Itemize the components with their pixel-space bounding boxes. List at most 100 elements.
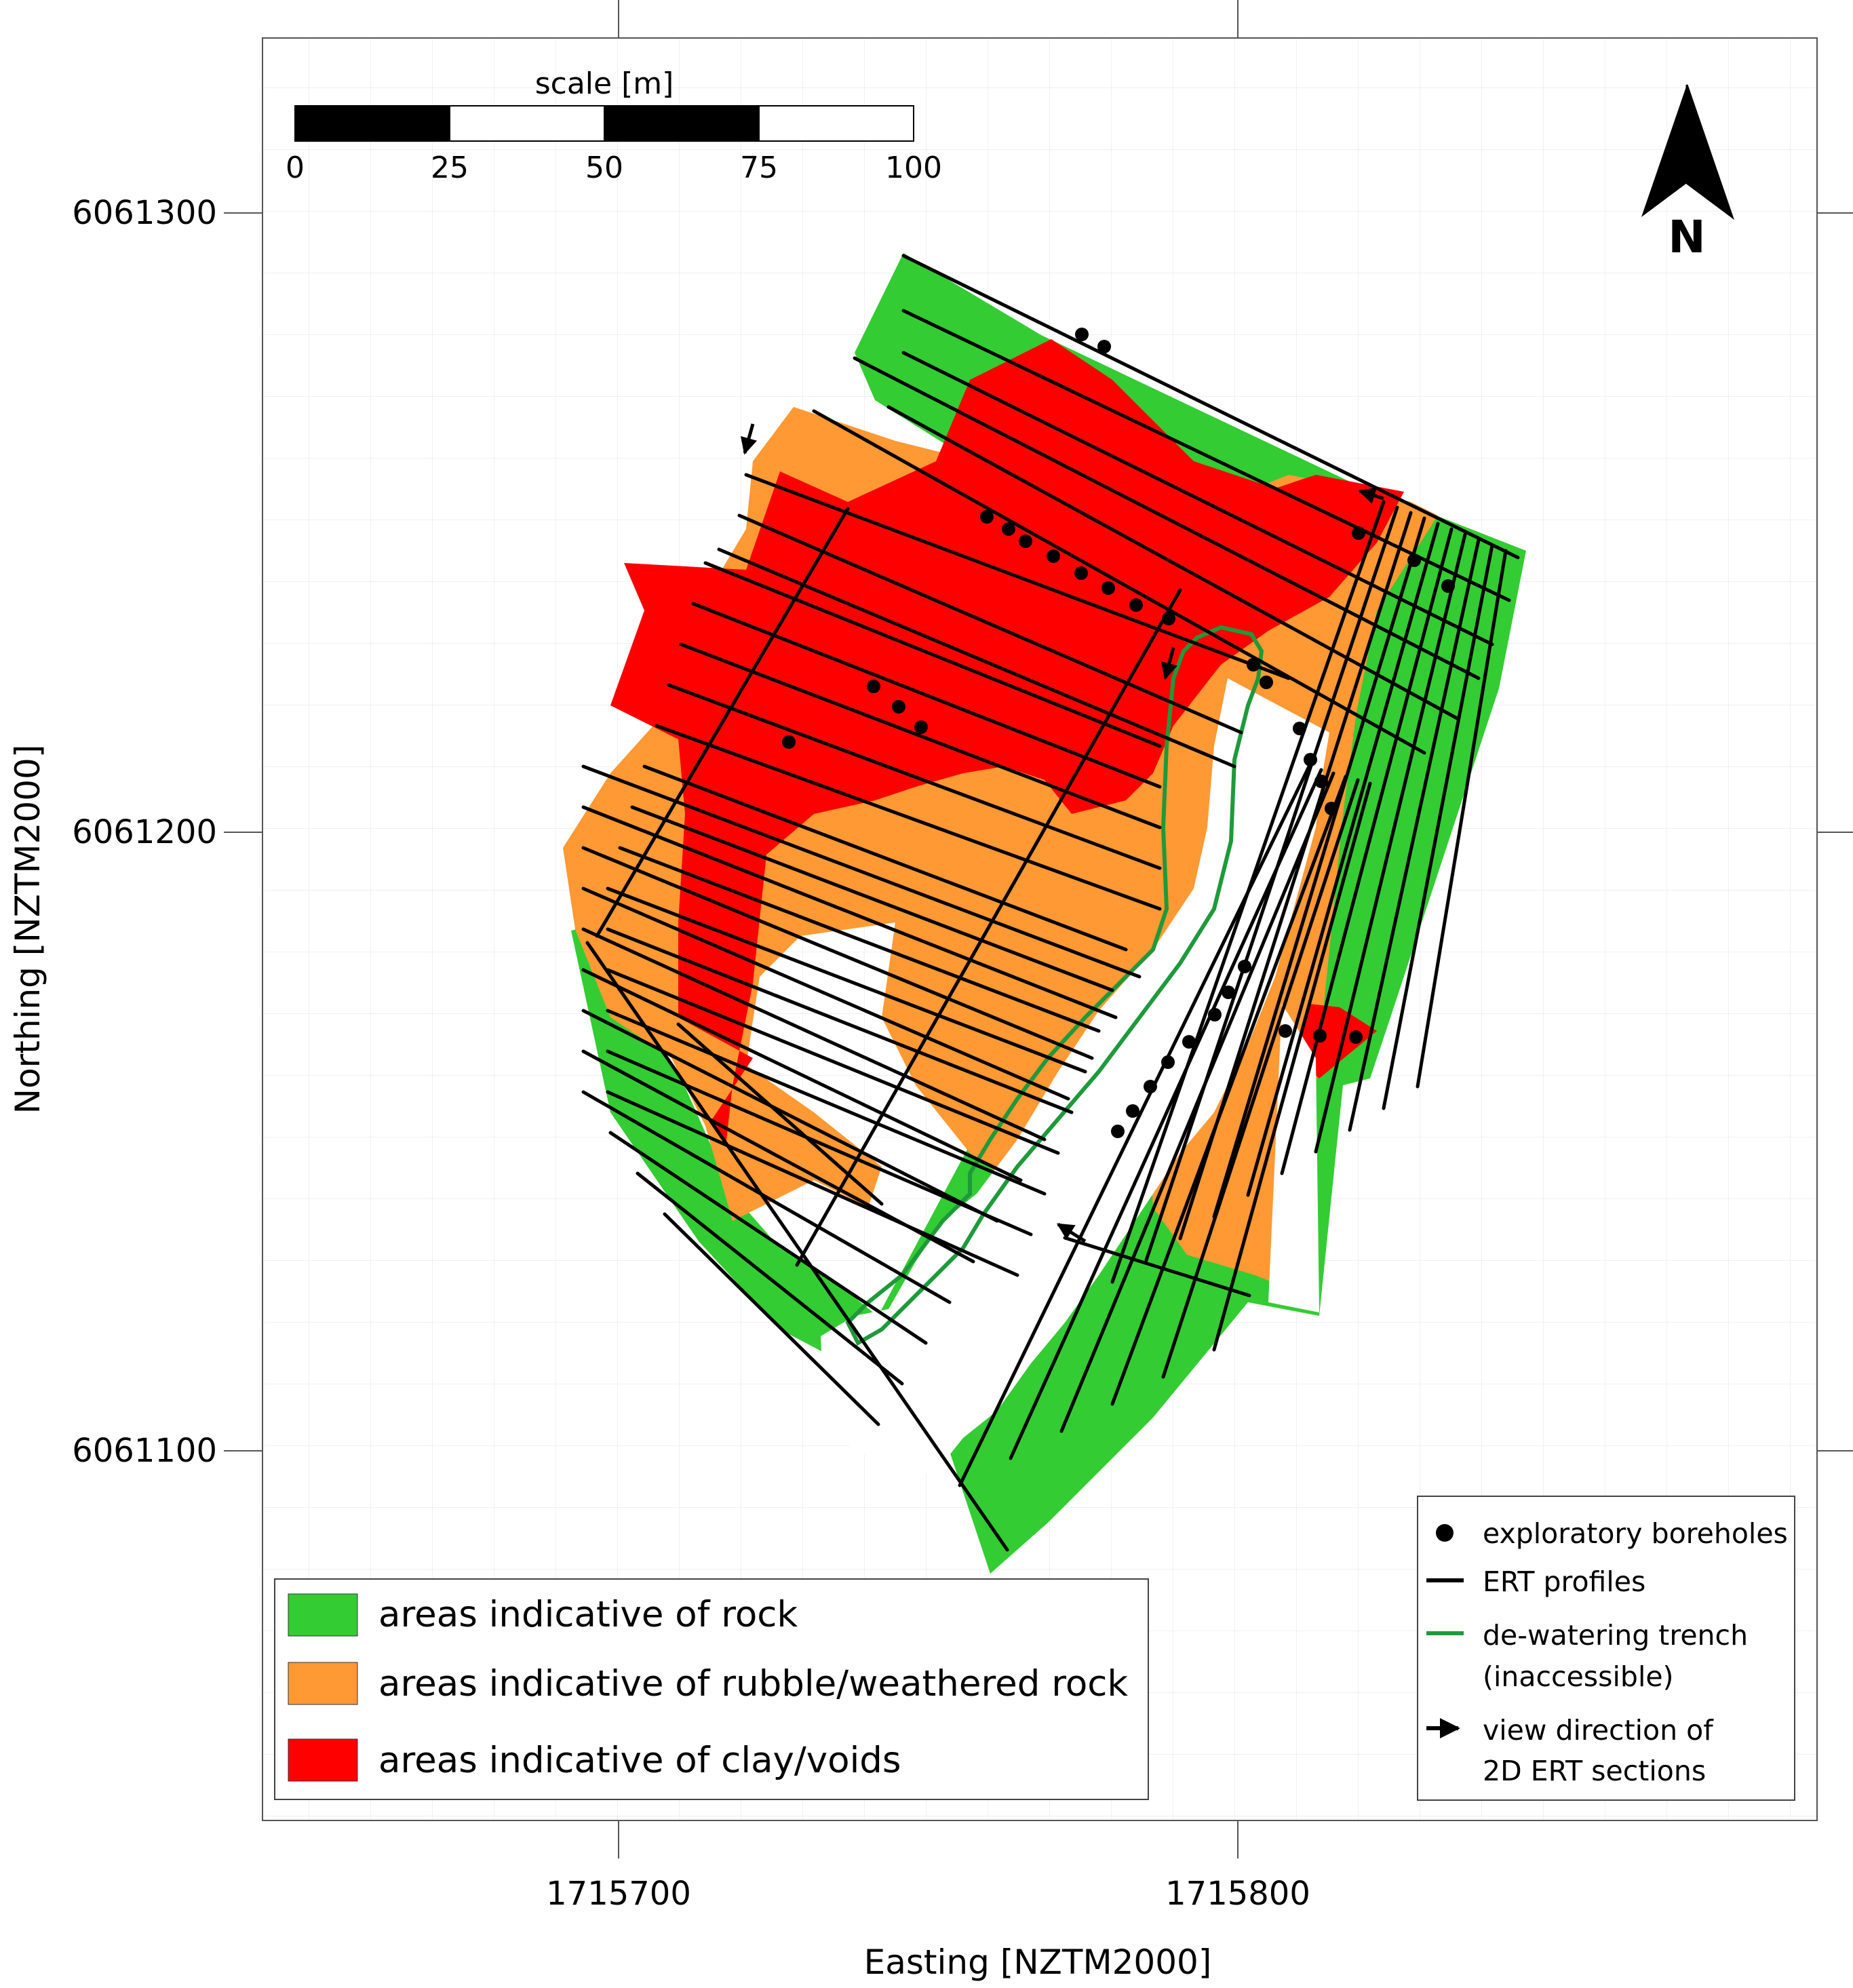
ert-profile-line (901, 309, 1511, 602)
scale-tick-label: 25 (431, 151, 469, 185)
ert-profile-line (581, 1049, 975, 1264)
borehole-marker (1247, 658, 1260, 671)
borehole-marker (980, 510, 994, 524)
borehole-marker (1047, 549, 1060, 563)
legend-swatch-rock (288, 1593, 358, 1637)
x-axis-title: Easting [NZTM2000] (864, 1943, 1212, 1982)
ert-profile-line (606, 1009, 1047, 1196)
ert-profile-line (1212, 516, 1426, 1219)
borehole-marker (1222, 986, 1235, 999)
view-arrow (1160, 647, 1177, 680)
ert-profile-line (581, 886, 1070, 1101)
ert-profile-line (1063, 1236, 1251, 1298)
y-tick-label: 6061200 (72, 813, 217, 851)
borehole-marker (1182, 1035, 1196, 1049)
legend-label-view-2: 2D ERT sections (1483, 1755, 1706, 1787)
scale-tick-label: 50 (585, 151, 623, 185)
borehole-marker (1111, 1125, 1125, 1138)
ert-profile-line (1009, 768, 1323, 1460)
ert-profile-line (667, 683, 1162, 870)
ert-profile-line (585, 941, 1009, 1552)
borehole-marker (1304, 753, 1317, 766)
ert-profile-line (958, 764, 1311, 1487)
ert-profile-line (581, 927, 1047, 1142)
view-arrow (1358, 487, 1384, 504)
borehole-marker (1101, 581, 1115, 595)
ert-profile-line (1212, 781, 1372, 1352)
borehole-marker (1074, 566, 1088, 580)
y-tick-label: 6061100 (72, 1432, 217, 1470)
borehole-marker (1162, 612, 1175, 625)
scale-title: scale [m] (535, 66, 674, 101)
symbol-legend: exploratory boreholes ERT profiles de-wa… (1417, 1496, 1795, 1801)
legend-label-trench-note: (inaccessible) (1483, 1660, 1674, 1693)
borehole-marker (1349, 1030, 1363, 1044)
axis-tick-labels: 1715700 1715800 6061300 6061200 6061100 (72, 194, 1310, 1913)
zone-legend: areas indicative of rock areas indicativ… (274, 1578, 1149, 1800)
borehole-marker (1097, 340, 1111, 353)
symbol-legend-box (1417, 1496, 1795, 1801)
ert-profile-line (581, 846, 1094, 1060)
scale-segment (449, 105, 605, 142)
ert-profile-line (901, 351, 1494, 646)
ert-profile-line (1059, 771, 1335, 1433)
ert-profile-line (795, 588, 1182, 1267)
borehole-marker (1313, 1029, 1327, 1042)
ert-profile-line (642, 764, 1128, 952)
ert-profile-line (581, 1090, 952, 1304)
ert-profile-line (606, 886, 1087, 1074)
scale-tick-label: 100 (885, 151, 942, 185)
ert-profile-line (663, 1212, 880, 1426)
legend-swatch-rubble (288, 1662, 358, 1705)
scale-tick-label: 0 (286, 151, 305, 185)
x-tick-label: 1715800 (1165, 1875, 1310, 1913)
axis-ticks (224, 0, 1853, 1858)
borehole-marker (914, 720, 928, 734)
ert-profile-line (717, 547, 1236, 768)
ert-profiles (581, 254, 1520, 1552)
borehole-marker (1279, 1024, 1292, 1038)
legend-label-rubble: areas indicative of rubble/weathered roc… (378, 1663, 1128, 1704)
ert-profile-line (1416, 549, 1508, 1089)
ert-profile-line (1110, 775, 1348, 1406)
legend-label-clay: areas indicative of clay/voids (378, 1740, 901, 1781)
ert-profile-line (581, 968, 1023, 1182)
ert-profile-line (655, 724, 1162, 911)
ert-profile-line (606, 927, 1074, 1114)
borehole-marker (1325, 802, 1338, 815)
borehole-marker (1441, 579, 1455, 593)
ert-profile-line (636, 1171, 904, 1386)
scale-segment (294, 105, 450, 142)
scale-segment (604, 105, 760, 142)
ert-profile-line (1382, 543, 1494, 1110)
ert-profile-line (618, 846, 1101, 1033)
ert-profile-line (1246, 522, 1440, 1197)
borehole-marker (1019, 534, 1032, 548)
borehole-marker (782, 735, 796, 749)
ert-profile-line (812, 409, 1426, 755)
legend-label-trench: de-watering trench (1483, 1619, 1748, 1652)
x-tick-label: 1715700 (546, 1875, 691, 1913)
ert-profile-line (1348, 538, 1481, 1132)
ert-profile-line (1144, 505, 1399, 1262)
ert-profile-line (581, 805, 1118, 1019)
ert-profile-line (606, 968, 1060, 1155)
borehole-marker (892, 700, 905, 714)
ert-profile-line (606, 1090, 1019, 1277)
dewatering-trench (845, 625, 1264, 1346)
borehole-marker (1238, 960, 1251, 973)
borehole-marker (1161, 1055, 1175, 1069)
legend-label-ert: ERT profiles (1483, 1565, 1645, 1598)
view-arrow (1056, 1222, 1087, 1243)
ert-profile-line (1314, 532, 1467, 1154)
borehole-marker (1293, 722, 1306, 735)
scale-bar: scale [m] 0 25 50 75 100 (286, 66, 942, 185)
view-arrow (741, 423, 758, 455)
scale-segment (758, 105, 914, 142)
scale-tick-label: 75 (740, 151, 778, 185)
legend-swatch-clay (288, 1738, 358, 1782)
ert-profile-line (595, 507, 850, 938)
borehole-marker (1314, 775, 1328, 788)
